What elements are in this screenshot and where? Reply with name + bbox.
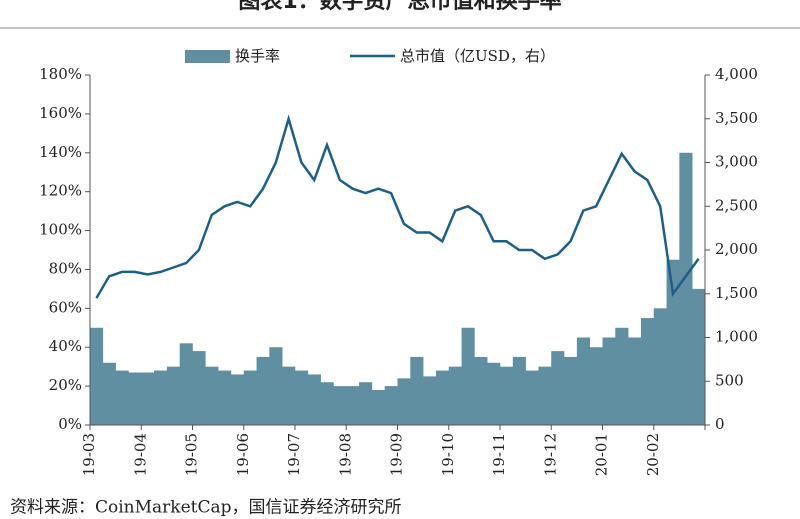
bar <box>640 318 655 425</box>
bar <box>692 288 706 425</box>
x-tick-label: 19-03 <box>80 433 98 476</box>
bar <box>141 372 155 425</box>
bar <box>102 362 116 425</box>
y-tick-label: 80% <box>49 259 82 277</box>
legend-swatch <box>185 50 230 63</box>
bar <box>448 366 462 425</box>
bar <box>461 327 475 425</box>
y2-tick-label: 1,000 <box>715 328 758 346</box>
y-tick-label: 120% <box>39 182 82 200</box>
bar <box>666 259 680 425</box>
bar <box>551 351 565 425</box>
bar <box>115 370 129 425</box>
source-note: 资料来源：CoinMarketCap，国信证券经济研究所 <box>10 498 402 518</box>
bar <box>500 366 514 425</box>
chart-title: 图表1：数字资产总市值和换手率 <box>238 0 561 14</box>
bar <box>384 386 398 425</box>
bar <box>230 374 245 425</box>
x-tick-label: 19-07 <box>285 433 303 476</box>
legend-label: 换手率 <box>235 47 280 65</box>
bar <box>435 370 450 425</box>
bar <box>282 366 296 425</box>
x-tick-label: 19-10 <box>439 433 457 476</box>
bar <box>371 390 385 425</box>
bar <box>218 370 232 425</box>
x-tick-label: 19-09 <box>388 433 406 476</box>
bar <box>243 370 257 425</box>
y2-tick-label: 3,000 <box>715 153 758 171</box>
x-tick-label: 19-04 <box>131 433 149 476</box>
bar <box>628 337 642 425</box>
bar <box>679 152 693 425</box>
bar <box>359 382 373 425</box>
y2-tick-label: 2,500 <box>715 196 758 214</box>
y2-tick-label: 4,000 <box>715 65 758 83</box>
y-tick-label: 140% <box>39 143 82 161</box>
y-tick-label: 100% <box>39 221 82 239</box>
line <box>95 114 700 299</box>
bar <box>474 356 488 425</box>
y2-tick-label: 500 <box>715 371 744 389</box>
bar <box>512 356 526 425</box>
y2-tick-label: 2,000 <box>715 240 758 258</box>
bar <box>128 372 142 425</box>
bar <box>589 347 603 425</box>
bar <box>295 370 309 425</box>
y2-tick-label: 1,500 <box>715 284 758 302</box>
bar <box>192 351 206 425</box>
y2-tick-label: 3,500 <box>715 109 758 127</box>
y-tick-label: 20% <box>49 376 82 394</box>
bar <box>423 376 437 425</box>
bar <box>615 327 629 425</box>
y-tick-label: 160% <box>39 104 82 122</box>
bar <box>256 356 270 425</box>
bar <box>653 308 667 425</box>
bar <box>602 337 616 425</box>
y-tick-label: 180% <box>39 65 82 83</box>
bar <box>346 386 360 425</box>
bar <box>307 374 321 425</box>
bar <box>564 356 578 425</box>
y-tick-label: 40% <box>49 337 82 355</box>
bar <box>205 366 219 425</box>
bar <box>397 378 411 425</box>
bar <box>525 370 539 425</box>
bar <box>333 386 347 425</box>
x-tick-label: 19-12 <box>541 433 559 476</box>
x-tick-label: 19-08 <box>336 433 354 476</box>
x-tick-label: 20-02 <box>644 433 662 476</box>
y2-tick-label: 0 <box>715 415 725 433</box>
legend-label: 总市值（亿USD，右） <box>400 47 555 65</box>
bar <box>154 370 168 425</box>
bar <box>90 327 104 425</box>
x-tick-label: 19-11 <box>490 433 508 476</box>
x-tick-label: 19-06 <box>234 433 252 476</box>
bar <box>576 337 590 425</box>
x-tick-label: 20-01 <box>593 433 611 476</box>
bar <box>166 366 180 425</box>
y-tick-label: 60% <box>49 298 82 316</box>
x-tick-label: 19-05 <box>183 433 201 476</box>
bar <box>320 382 334 425</box>
y-tick-label: 0% <box>58 415 82 433</box>
bar <box>487 362 501 425</box>
bar <box>179 343 193 425</box>
bar <box>410 356 424 425</box>
bar <box>538 366 552 425</box>
bar <box>269 347 283 425</box>
